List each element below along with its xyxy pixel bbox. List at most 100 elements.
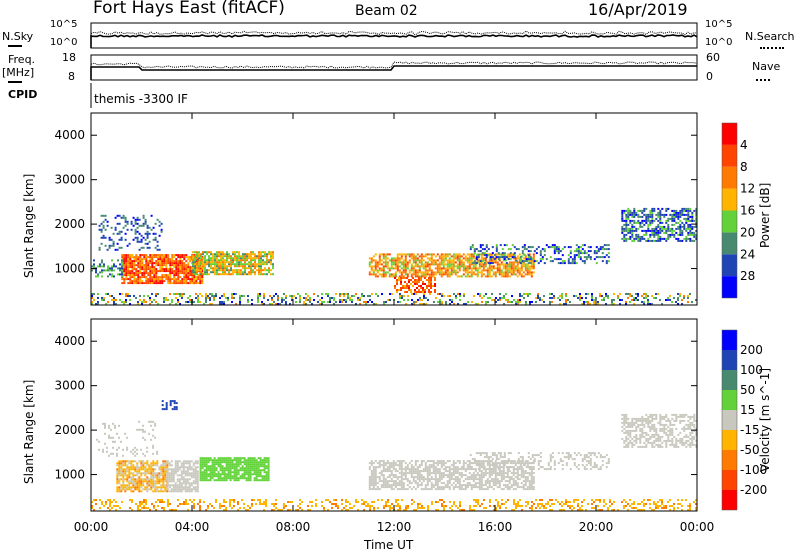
power-colorbar-tick: 8 xyxy=(740,160,748,174)
power-cell xyxy=(641,301,643,303)
power-cell xyxy=(559,250,562,253)
power-cell xyxy=(528,271,531,274)
power-cell xyxy=(424,253,427,256)
velocity-cell xyxy=(653,509,655,511)
velocity-cell xyxy=(211,471,214,474)
power-cell xyxy=(151,278,154,281)
velocity-cell xyxy=(291,501,293,503)
velocity-cell xyxy=(279,509,281,511)
power-cell xyxy=(456,257,459,260)
power-cell xyxy=(667,217,670,220)
power-cell xyxy=(272,273,274,276)
power-cell xyxy=(605,293,607,295)
velocity-cell xyxy=(132,472,135,475)
power-cell xyxy=(667,233,670,236)
power-cell xyxy=(595,252,598,255)
velocity-cell xyxy=(134,488,137,491)
power-cell xyxy=(689,215,692,218)
velocity-cell xyxy=(404,488,407,491)
power-cell xyxy=(142,222,145,225)
power-cell xyxy=(99,271,101,274)
velocity-cell xyxy=(681,499,683,501)
power-cell xyxy=(537,297,539,299)
power-cell xyxy=(281,299,283,301)
power-cell xyxy=(685,239,688,242)
velocity-cell xyxy=(475,505,477,507)
power-cell xyxy=(129,272,132,275)
power-cell xyxy=(118,230,121,233)
velocity-cell xyxy=(139,505,141,507)
velocity-cell xyxy=(434,470,437,473)
velocity-cell xyxy=(396,464,399,467)
velocity-cell xyxy=(249,465,252,468)
power-cell xyxy=(167,258,170,261)
power-cell xyxy=(136,222,139,225)
velocity-cell xyxy=(329,501,331,503)
power-cell xyxy=(156,248,159,251)
power-colorbar-swatch xyxy=(722,188,737,211)
velocity-cell xyxy=(417,505,419,507)
power-cell xyxy=(623,227,626,230)
power-cell xyxy=(651,229,654,232)
power-cell xyxy=(133,276,136,279)
power-cell xyxy=(319,299,321,301)
power-cell xyxy=(657,213,660,216)
power-cell xyxy=(661,221,664,224)
power-cell xyxy=(134,220,137,223)
velocity-cell xyxy=(349,503,351,505)
power-colorbar-swatch xyxy=(722,144,737,167)
velocity-cell xyxy=(150,482,153,485)
power-cell xyxy=(376,265,379,268)
velocity-cell xyxy=(681,505,683,507)
velocity-cell xyxy=(426,468,429,471)
power-cell xyxy=(599,256,602,259)
power-cell xyxy=(473,252,476,255)
power-cell xyxy=(380,253,383,256)
velocity-cell xyxy=(426,482,429,485)
power-cell xyxy=(143,301,145,303)
power-cell xyxy=(377,295,379,297)
velocity-cell xyxy=(325,499,327,501)
velocity-cell xyxy=(432,470,435,473)
power-cell xyxy=(125,264,128,267)
velocity-cell xyxy=(115,501,117,503)
power-cell xyxy=(565,299,567,301)
velocity-cell xyxy=(537,505,539,507)
power-cell xyxy=(175,293,177,295)
velocity-cell xyxy=(120,460,123,463)
velocity-cell xyxy=(154,486,157,489)
velocity-cell xyxy=(196,486,199,489)
power-cell xyxy=(113,301,115,303)
power-cell xyxy=(349,299,351,301)
power-cell xyxy=(405,303,407,305)
velocity-cell xyxy=(388,484,391,487)
power-cell xyxy=(222,251,224,254)
power-cell xyxy=(208,273,210,276)
power-cell xyxy=(487,254,490,257)
velocity-cell xyxy=(182,488,185,491)
velocity-cell xyxy=(186,468,189,471)
power-cell xyxy=(633,297,635,299)
power-cell xyxy=(477,254,480,257)
power-cell xyxy=(659,239,662,242)
velocity-cell xyxy=(201,471,204,474)
power-cell xyxy=(629,213,632,216)
velocity-cell xyxy=(549,509,551,511)
power-cell xyxy=(495,244,498,247)
velocity-cell xyxy=(201,467,204,470)
power-cell xyxy=(462,253,465,256)
power-cell xyxy=(527,258,530,261)
power-cell xyxy=(671,229,674,232)
velocity-cell xyxy=(251,499,253,501)
velocity-cell xyxy=(199,465,202,468)
power-cell xyxy=(647,223,650,226)
velocity-cell xyxy=(251,461,254,464)
power-cell xyxy=(601,248,604,251)
power-cell xyxy=(127,260,130,263)
velocity-cell xyxy=(477,503,479,505)
velocity-cell xyxy=(663,505,665,507)
power-cell xyxy=(211,293,213,295)
velocity-cell xyxy=(118,466,121,469)
power-cell xyxy=(272,265,274,268)
power-cell xyxy=(645,215,648,218)
